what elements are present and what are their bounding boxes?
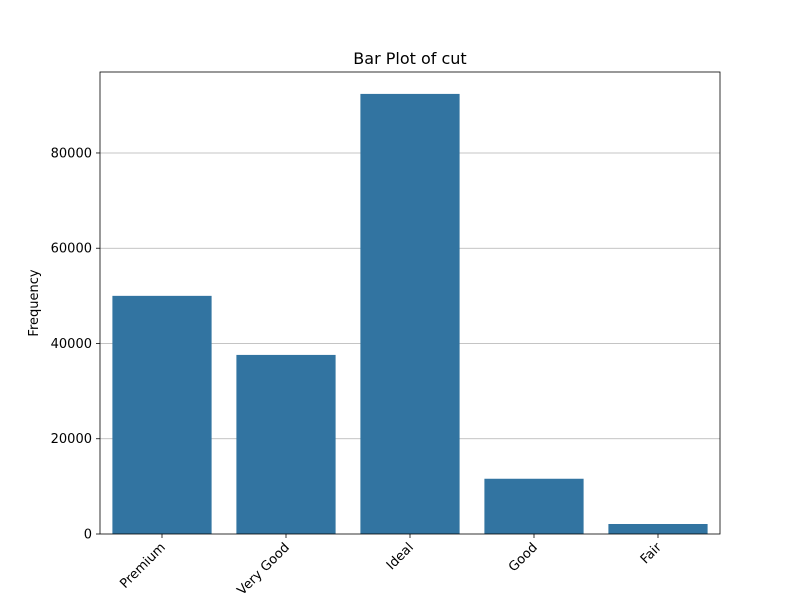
y-tick-label: 20000 xyxy=(51,432,92,447)
y-tick-label: 0 xyxy=(84,528,92,543)
bar-good xyxy=(484,478,584,534)
x-tick-label: Fair xyxy=(638,540,665,567)
bar-ideal xyxy=(360,93,460,535)
bars xyxy=(112,93,708,535)
y-axis-ticks: 0 20000 40000 60000 80000 xyxy=(51,146,100,543)
x-tick-label: Very Good xyxy=(235,540,293,598)
bar-premium xyxy=(112,295,212,534)
x-tick-label: Good xyxy=(506,540,541,575)
bar-very-good xyxy=(236,354,336,534)
y-tick-label: 40000 xyxy=(51,337,92,352)
x-axis-ticks: Premium Very Good Ideal Good Fair xyxy=(117,534,665,598)
x-tick-label: Ideal xyxy=(384,540,417,573)
y-axis-label: Frequency xyxy=(27,269,42,336)
x-tick-label: Premium xyxy=(117,540,169,592)
bar-fair xyxy=(608,523,708,534)
y-tick-label: 80000 xyxy=(51,146,92,161)
y-tick-label: 60000 xyxy=(51,242,92,257)
chart-title: Bar Plot of cut xyxy=(353,49,466,68)
